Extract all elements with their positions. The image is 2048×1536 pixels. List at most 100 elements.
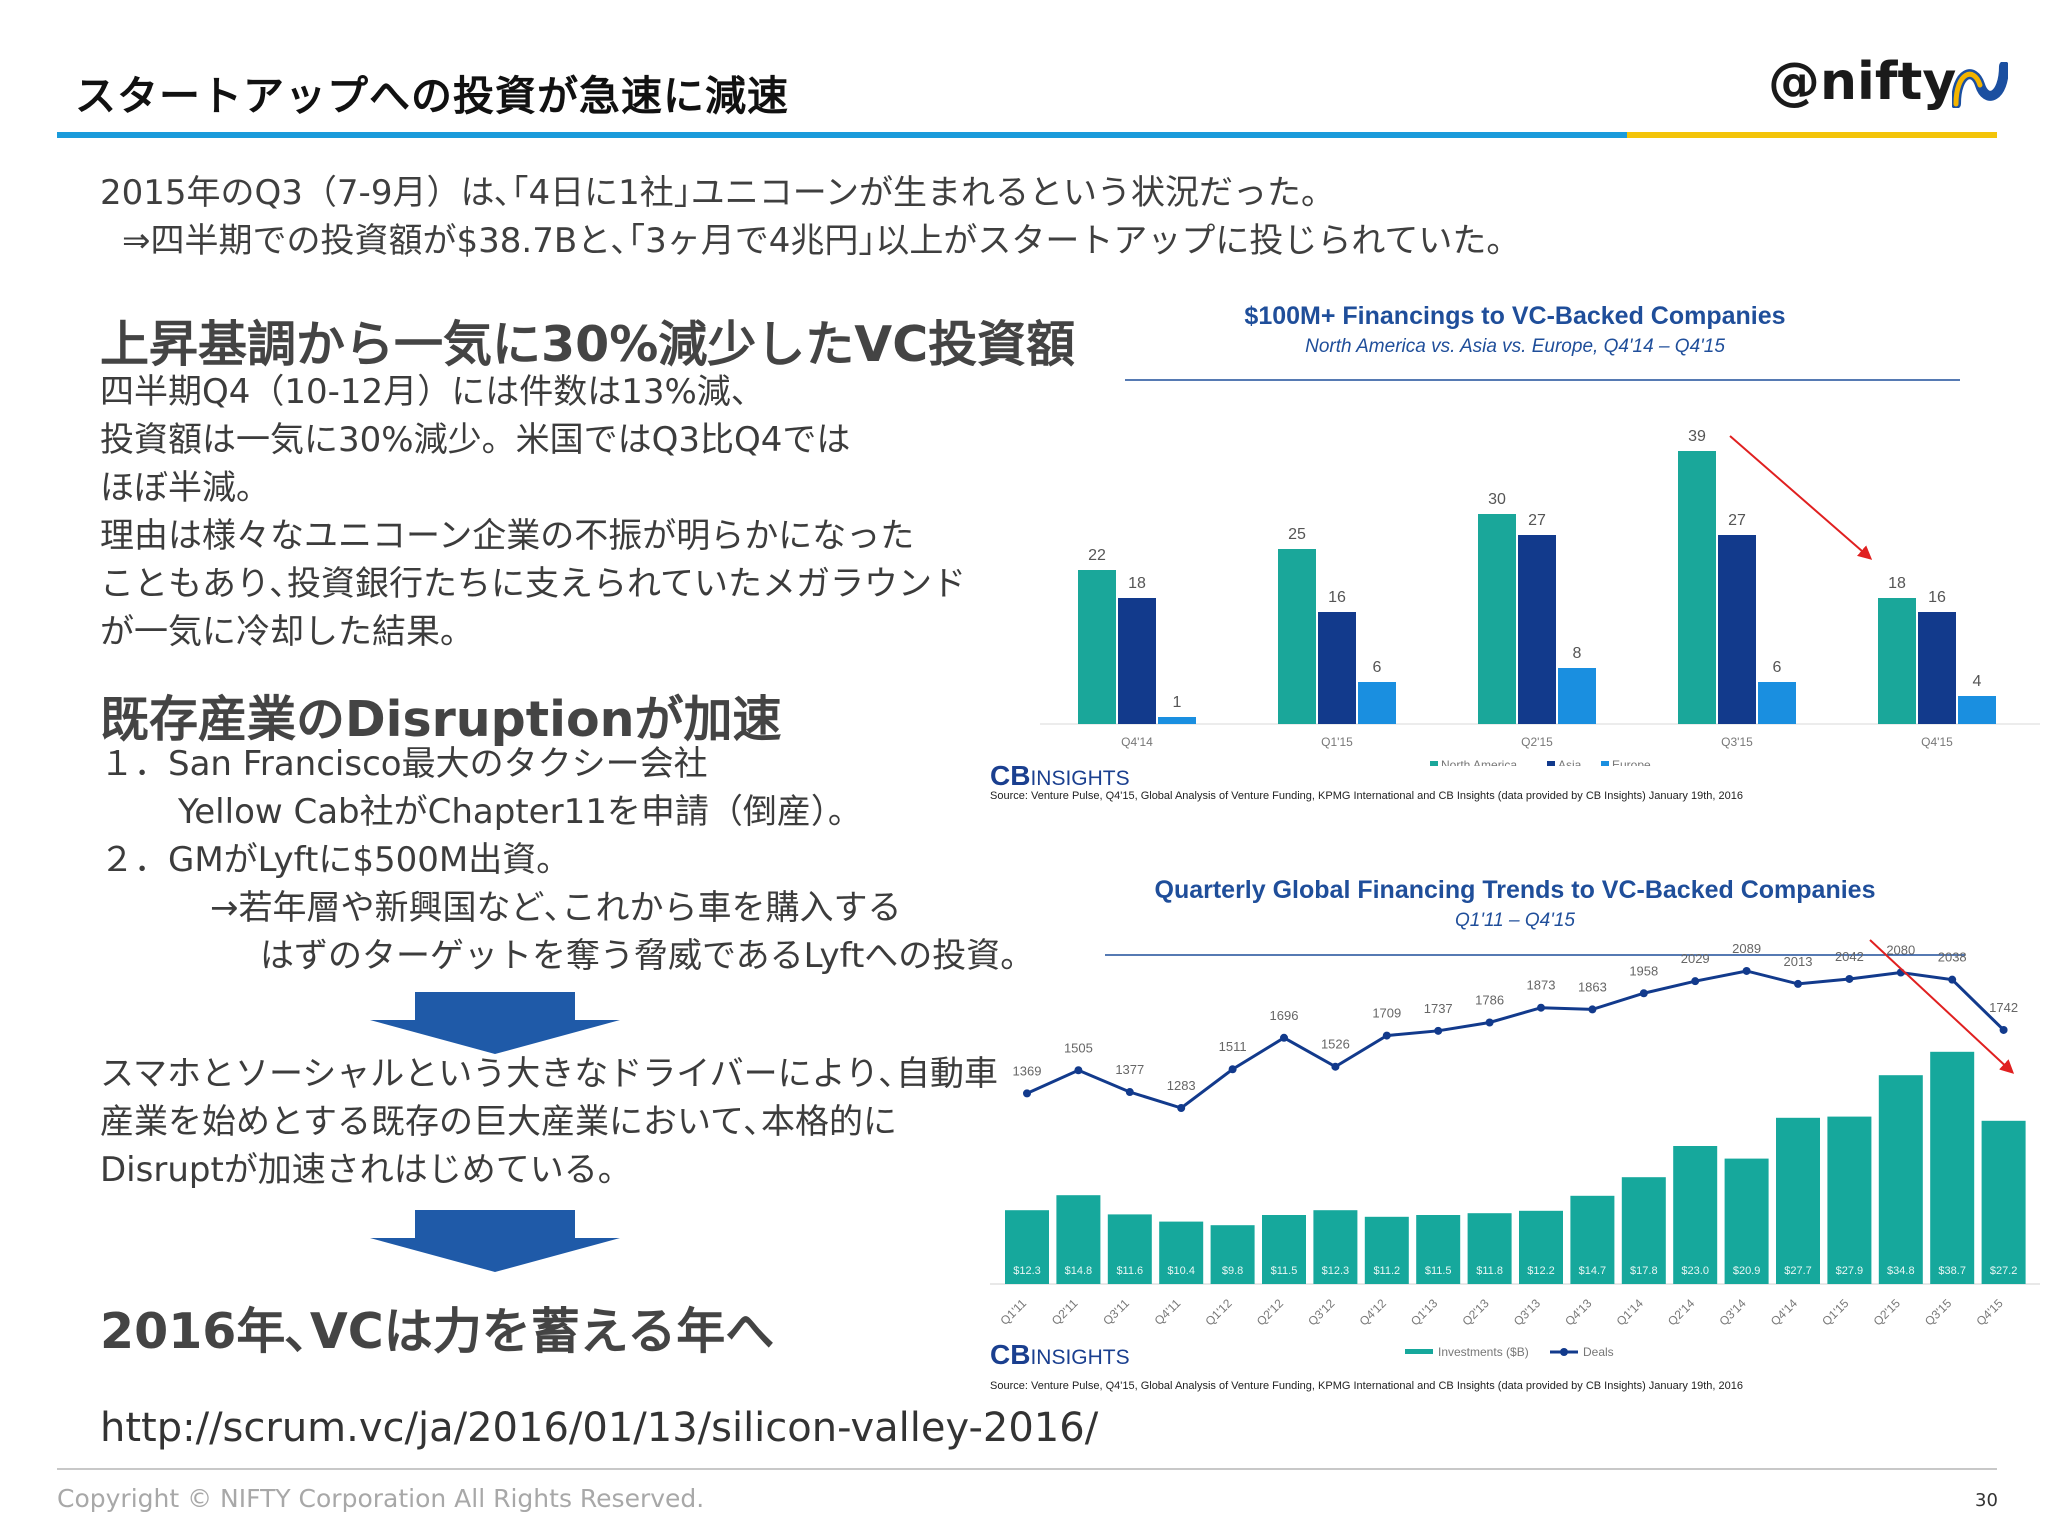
section2-line: Yellow Cab社がChapter11を申請（倒産）。: [178, 792, 862, 832]
chart2-bar-label: $34.8: [1887, 1265, 1915, 1277]
section2-heading: 既存産業のDisruptionが加速: [100, 691, 782, 748]
chart1-bar: [1918, 612, 1956, 724]
chart2-bar-label: $12.2: [1527, 1265, 1555, 1277]
chart2-deals-point: [1691, 977, 1700, 986]
chart-quarterly-global-financing: Quarterly Global Financing Trends to VC-…: [990, 872, 2040, 1402]
chart2-category-label: Q3'14: [1716, 1296, 1749, 1329]
chart-100m-financings: $100M+ Financings to VC-Backed Companies…: [990, 296, 2040, 816]
chart2-bar-label: $20.9: [1733, 1265, 1761, 1277]
chart2-deals-label: 1696: [1270, 1008, 1299, 1023]
chart2-category-label: Q1'13: [1408, 1296, 1441, 1329]
chart2-deals-point: [1228, 1065, 1237, 1074]
chart2-category-label: Q2'15: [1871, 1296, 1904, 1329]
chart1-bar: [1718, 535, 1756, 724]
section1-line: こともあり､投資銀行たちに支えられていたメガラウンド: [100, 564, 966, 604]
chart2-deals-label: 1369: [1013, 1063, 1042, 1078]
chart2-deals-point: [1639, 989, 1648, 998]
chart1-source: Source: Venture Pulse, Q4'15, Global Ana…: [990, 790, 1743, 802]
chart2-bar: [1467, 1213, 1512, 1284]
chart1-title: $100M+ Financings to VC-Backed Companies: [1244, 302, 1786, 330]
chart2-bar: [1878, 1075, 1923, 1284]
chart2-bar-label: $27.2: [1990, 1265, 2018, 1277]
chart2-bar-label: $38.7: [1938, 1265, 1966, 1277]
chart2-bar-label: $27.9: [1836, 1265, 1864, 1277]
chart2-bar: [1005, 1210, 1049, 1284]
chart1-bar: [1278, 549, 1316, 724]
chart2-deals-label: 1786: [1475, 992, 1504, 1007]
chart2-deals-point: [1280, 1033, 1288, 1042]
page-number: 30: [1975, 1490, 1998, 1511]
chart2-deals-label: 1742: [1989, 1000, 2018, 1015]
intro-line-1: 2015年のQ3（7-9月）は､｢4日に1社｣ユニコーンが生まれるという状況だっ…: [100, 173, 1336, 213]
chart2-bar: [1930, 1051, 1975, 1284]
chart2-deals-point: [1588, 1005, 1597, 1014]
section1-line: が一気に冷却した結果。: [100, 612, 474, 652]
chart2-source: Source: Venture Pulse, Q4'15, Global Ana…: [990, 1380, 1743, 1392]
chart2-deals-point: [1177, 1104, 1186, 1112]
chart2-category-label: Q3'15: [1922, 1296, 1955, 1329]
section1-heading: 上昇基調から一気に30%減少したVC投資額: [100, 316, 1076, 373]
chart2-bar: [1107, 1214, 1152, 1284]
reference-link[interactable]: http://scrum.vc/ja/2016/01/13/silicon-va…: [100, 1405, 1099, 1451]
chart1-bar: [1958, 696, 1996, 724]
chart2-category-label: Q2'13: [1459, 1296, 1492, 1329]
chart2-deals-label: 1863: [1578, 979, 1607, 994]
chart1-bar: [1478, 514, 1516, 724]
chart2-deals-point: [1074, 1066, 1083, 1075]
down-arrow-icon: [370, 992, 620, 1054]
chart2-deals-point: [1023, 1089, 1031, 1098]
chart2-bar-label: $11.2: [1373, 1265, 1400, 1277]
chart2-legend-label: Deals: [1583, 1345, 1614, 1359]
chart2-deals-label: 1505: [1064, 1040, 1093, 1055]
chart2-bar: [1827, 1116, 1872, 1284]
chart1-category-label: Q1'15: [1321, 735, 1353, 749]
chart2-category-label: Q1'11: [997, 1296, 1029, 1328]
chart1-legend-swatch: [1430, 761, 1438, 766]
chart2-bar: [1210, 1225, 1255, 1284]
section2-line: ２．GMがLyftに$500M出資。: [100, 840, 571, 880]
section1-line: 四半期Q4（10-12月）には件数は13%減、: [100, 372, 765, 412]
chart2-bar-label: $17.8: [1630, 1265, 1658, 1277]
slide-title: スタートアップへの投資が急速に減速: [75, 72, 789, 120]
cbinsights-logo: CBINSIGHTS: [990, 760, 1130, 792]
nifty-logo: @nifty: [1768, 52, 1957, 112]
chart1-legend-label: Asia: [1558, 758, 1582, 766]
chart2-deals-point: [1794, 979, 1802, 988]
chart2-bar-label: $11.8: [1476, 1265, 1503, 1277]
chart2-category-label: Q4'14: [1768, 1296, 1801, 1329]
chart2-category-label: Q4'12: [1357, 1296, 1390, 1329]
section2-body: １．San Francisco最大のタクシー会社 Yellow Cab社がCha…: [100, 740, 1034, 980]
chart1-category-label: Q3'15: [1721, 735, 1753, 749]
chart2-deals-label: 2080: [1886, 943, 1915, 958]
chart2-bar-label: $11.5: [1425, 1265, 1452, 1277]
chart1-data-label: 27: [1528, 512, 1546, 529]
chart1-data-label: 30: [1488, 491, 1506, 508]
chart2-bar: [1519, 1210, 1563, 1284]
chart2-category-label: Q1'14: [1614, 1296, 1647, 1329]
chart2-bar: [1313, 1210, 1358, 1284]
chart2-deals-label: 1377: [1115, 1062, 1144, 1077]
section1-line: 理由は様々なユニコーン企業の不振が明らかになった: [100, 516, 915, 556]
chart2-deals-point: [1999, 1025, 2008, 1034]
chart1-bar: [1758, 682, 1796, 724]
chart1-subtitle: North America vs. Asia vs. Europe, Q4'14…: [1305, 336, 1725, 357]
chart2-bar: [1416, 1215, 1461, 1284]
nifty-logo-icon: [1952, 62, 2008, 108]
chart2-deals-label: 1709: [1372, 1006, 1401, 1021]
chart1-category-label: Q4'14: [1121, 735, 1153, 749]
chart2-legend-swatch: [1405, 1349, 1433, 1354]
chart1-data-label: 6: [1773, 659, 1782, 676]
cb-insights-text: INSIGHTS: [1030, 1346, 1130, 1369]
chart2-bar: [1159, 1221, 1204, 1284]
chart2-deals-point: [1125, 1088, 1134, 1097]
chart2-bar-label: $9.8: [1222, 1265, 1243, 1277]
cb-mark: CB: [990, 760, 1031, 791]
chart1-category-label: Q2'15: [1521, 735, 1553, 749]
chart2-deals-point: [1742, 966, 1751, 975]
chart2-deals-point: [1434, 1026, 1443, 1035]
chart1-plot: 22 18 1 Q4'14 25 16 6 Q1'15 30 27 8 Q2'15 39 27 6 Q3'15…: [1040, 379, 2040, 766]
chart1-data-label: 6: [1373, 659, 1382, 676]
cb-mark: CB: [990, 1339, 1031, 1370]
chart2-bar: [1621, 1177, 1666, 1284]
chart2-deals-point: [1537, 1003, 1545, 1012]
